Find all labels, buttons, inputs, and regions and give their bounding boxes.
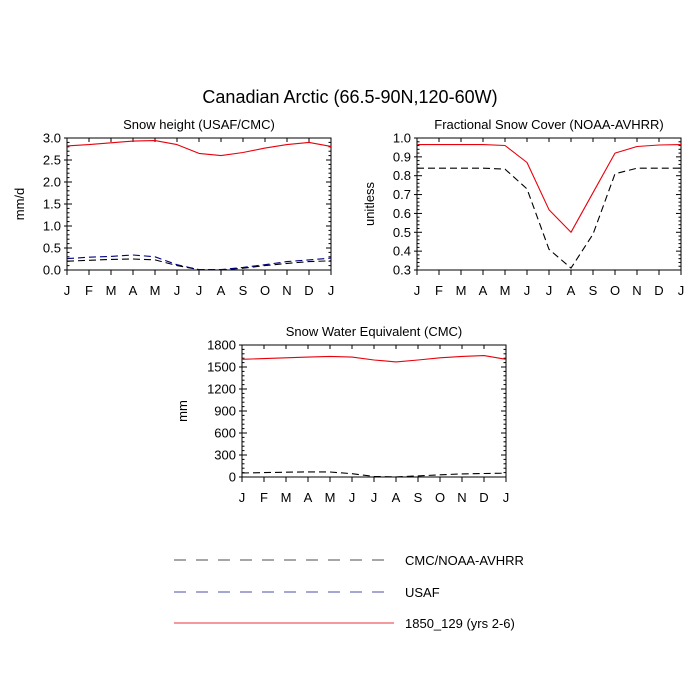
x-tick-label: F bbox=[260, 490, 268, 505]
chart-panel-snow-height: Snow height (USAF/CMC) mm/d 0.0 0.5 1.0 1.5… bbox=[12, 117, 334, 298]
x-tick-label: J bbox=[524, 283, 531, 298]
ylabel-fractional-snow-cover: unitless bbox=[362, 181, 377, 226]
y-tick-label: 0.7 bbox=[393, 187, 411, 202]
figure-title: Canadian Arctic (66.5-90N,120-60W) bbox=[202, 87, 497, 107]
x-tick-label: J bbox=[414, 283, 421, 298]
x-tick-label: F bbox=[85, 283, 93, 298]
x-tick-label: O bbox=[610, 283, 620, 298]
y-tick-label: 0 bbox=[229, 470, 236, 485]
chart-panel-snow-water-equivalent: Snow Water Equivalent (CMC) mm 0 300 600 90… bbox=[175, 324, 509, 505]
y-tick-label: 1.5 bbox=[43, 197, 61, 212]
ylabel-snow-height: mm/d bbox=[12, 188, 27, 221]
x-tick-label: J bbox=[371, 490, 378, 505]
series-line-1850-129-yrs-2-6 bbox=[66, 140, 332, 157]
x-tick-label: D bbox=[479, 490, 488, 505]
x-tick-label: A bbox=[479, 283, 488, 298]
x-tick-label: M bbox=[106, 283, 117, 298]
x-tick-label: M bbox=[325, 490, 336, 505]
legend-item-cmc-noaa-avhrr: CMC/NOAA-AVHRR bbox=[174, 553, 524, 568]
x-tick-label: J bbox=[503, 490, 510, 505]
y-tick-label: 0.5 bbox=[43, 241, 61, 256]
x-tick-label: A bbox=[217, 283, 226, 298]
plot-area-snow-height: 0.00.51.01.52.02.53.0J F M A M J J A S O N D J bbox=[43, 131, 334, 299]
series-line-1850-129-yrs-2-6 bbox=[417, 144, 682, 233]
x-tick-label: N bbox=[282, 283, 291, 298]
y-tick-label: 1.0 bbox=[393, 131, 411, 146]
plot-area-fractional-snow-cover: 0.30.40.50.60.70.80.91.0J F M A M J J A S O N D J bbox=[393, 131, 684, 299]
panel-title-fractional-snow-cover: Fractional Snow Cover (NOAA-AVHRR) bbox=[434, 117, 663, 132]
y-tick-label: 1.0 bbox=[43, 219, 61, 234]
x-tick-label: J bbox=[678, 283, 685, 298]
ylabel-snow-water-equivalent: mm bbox=[175, 400, 190, 422]
x-tick-label: S bbox=[239, 283, 248, 298]
panel-title-snow-height: Snow height (USAF/CMC) bbox=[123, 117, 275, 132]
y-tick-label: 1800 bbox=[207, 338, 236, 353]
panel-title-snow-water-equivalent: Snow Water Equivalent (CMC) bbox=[286, 324, 463, 339]
x-tick-label: J bbox=[174, 283, 181, 298]
y-tick-label: 900 bbox=[214, 404, 236, 419]
legend: CMC/NOAA-AVHRR USAF 1850_129 (yrs 2-6) bbox=[174, 553, 524, 631]
chart-panel-fractional-snow-cover: Fractional Snow Cover (NOAA-AVHRR) unitl… bbox=[362, 117, 684, 298]
x-tick-label: J bbox=[196, 283, 203, 298]
y-tick-label: 2.0 bbox=[43, 175, 61, 190]
y-tick-label: 0.9 bbox=[393, 149, 411, 164]
series-line-cmc-noaa-avhrr bbox=[241, 471, 507, 478]
y-tick-label: 0.4 bbox=[393, 244, 411, 259]
plot-frame bbox=[416, 137, 682, 271]
x-tick-label: M bbox=[456, 283, 467, 298]
y-tick-label: 0.0 bbox=[43, 263, 61, 278]
legend-label-usaf: USAF bbox=[405, 585, 440, 600]
x-tick-label: O bbox=[260, 283, 270, 298]
y-tick-label: 0.6 bbox=[393, 206, 411, 221]
legend-item-1850-129: 1850_129 (yrs 2-6) bbox=[174, 616, 515, 631]
x-tick-label: J bbox=[349, 490, 356, 505]
y-tick-label: 1500 bbox=[207, 360, 236, 375]
x-tick-label: O bbox=[435, 490, 445, 505]
x-tick-label: M bbox=[150, 283, 161, 298]
series-line-1850-129-yrs-2-6 bbox=[241, 355, 507, 363]
plot-frame bbox=[241, 344, 507, 478]
series-line-usaf bbox=[66, 254, 332, 271]
x-tick-label: M bbox=[500, 283, 511, 298]
y-tick-label: 0.8 bbox=[393, 168, 411, 183]
legend-label-cmc-noaa-avhrr: CMC/NOAA-AVHRR bbox=[405, 553, 524, 568]
plot-frame bbox=[66, 137, 332, 271]
y-tick-label: 300 bbox=[214, 448, 236, 463]
x-tick-label: M bbox=[281, 490, 292, 505]
x-tick-label: S bbox=[589, 283, 598, 298]
x-tick-label: A bbox=[129, 283, 138, 298]
x-tick-label: D bbox=[654, 283, 663, 298]
legend-item-usaf: USAF bbox=[174, 585, 440, 600]
y-tick-label: 0.3 bbox=[393, 263, 411, 278]
x-tick-label: J bbox=[328, 283, 335, 298]
x-tick-label: N bbox=[457, 490, 466, 505]
y-tick-label: 0.5 bbox=[393, 225, 411, 240]
y-tick-label: 1200 bbox=[207, 382, 236, 397]
x-tick-label: A bbox=[392, 490, 401, 505]
x-tick-label: A bbox=[304, 490, 313, 505]
legend-label-1850-129: 1850_129 (yrs 2-6) bbox=[405, 616, 515, 631]
x-tick-label: J bbox=[546, 283, 553, 298]
y-tick-label: 600 bbox=[214, 426, 236, 441]
series-line-cmc-noaa-avhrr bbox=[417, 167, 681, 269]
y-tick-label: 2.5 bbox=[43, 153, 61, 168]
x-tick-label: N bbox=[632, 283, 641, 298]
x-tick-label: S bbox=[414, 490, 423, 505]
x-tick-label: D bbox=[304, 283, 313, 298]
x-tick-label: J bbox=[239, 490, 246, 505]
x-tick-label: A bbox=[567, 283, 576, 298]
y-tick-label: 3.0 bbox=[43, 131, 61, 146]
x-tick-label: J bbox=[64, 283, 71, 298]
series-line-cmc-noaa-avhrr bbox=[66, 258, 332, 271]
x-tick-label: F bbox=[435, 283, 443, 298]
